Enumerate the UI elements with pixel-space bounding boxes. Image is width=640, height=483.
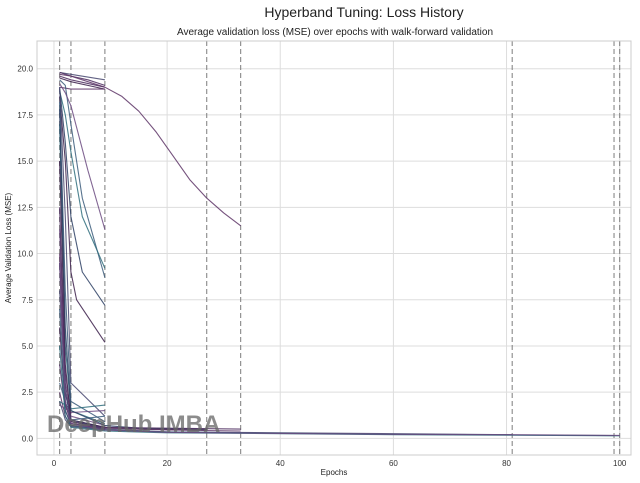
- x-tick-label: 100: [613, 459, 627, 468]
- series-line: [59, 71, 105, 81]
- series-line: [59, 86, 105, 90]
- series-line: [59, 404, 105, 414]
- y-tick-label: 20.0: [17, 65, 33, 74]
- plot-frame: [36, 40, 632, 456]
- y-tick-label: 15.0: [17, 157, 33, 166]
- series-line: [59, 71, 106, 86]
- series-line: [59, 87, 106, 306]
- series-line: [59, 90, 106, 269]
- series-line: [59, 73, 242, 227]
- x-tick-label: 20: [163, 459, 172, 468]
- y-tick-label: 17.5: [17, 111, 33, 120]
- y-tick-label: 0.0: [22, 434, 34, 443]
- x-tick-labels: 0 20 40 60 80 100: [52, 459, 627, 468]
- x-tick-label: 0: [52, 459, 57, 468]
- y-tick-label: 2.5: [22, 388, 34, 397]
- series-line: [59, 77, 106, 90]
- series-line: [59, 83, 106, 230]
- plot-area: [37, 41, 631, 455]
- series-line: [59, 79, 106, 278]
- y-tick-label: 12.5: [17, 203, 33, 212]
- x-tick-label: 60: [389, 459, 398, 468]
- series-line: [59, 87, 106, 417]
- x-tick-label: 80: [502, 459, 511, 468]
- y-axis-label: Average Validation Loss (MSE): [4, 192, 13, 303]
- x-axis-label: Epochs: [321, 468, 348, 477]
- y-tick-label: 10.0: [17, 250, 33, 259]
- grid-lines: [37, 41, 631, 455]
- x-tick-label: 40: [276, 459, 285, 468]
- series-line: [59, 96, 106, 343]
- series-line: [59, 262, 620, 436]
- y-tick-label: 7.5: [22, 296, 34, 305]
- series-line: [59, 75, 106, 88]
- chart-title: Hyperband Tuning: Loss History: [264, 4, 463, 20]
- y-tick-labels: 0.0 2.5 5.0 7.5 10.0 12.5 15.0 17.5 20.0: [17, 65, 33, 444]
- watermark-text: DeepHub IMBA: [47, 411, 220, 438]
- series-lines: [59, 71, 620, 437]
- chart-subtitle: Average validation loss (MSE) over epoch…: [177, 27, 493, 38]
- y-tick-label: 5.0: [22, 342, 34, 351]
